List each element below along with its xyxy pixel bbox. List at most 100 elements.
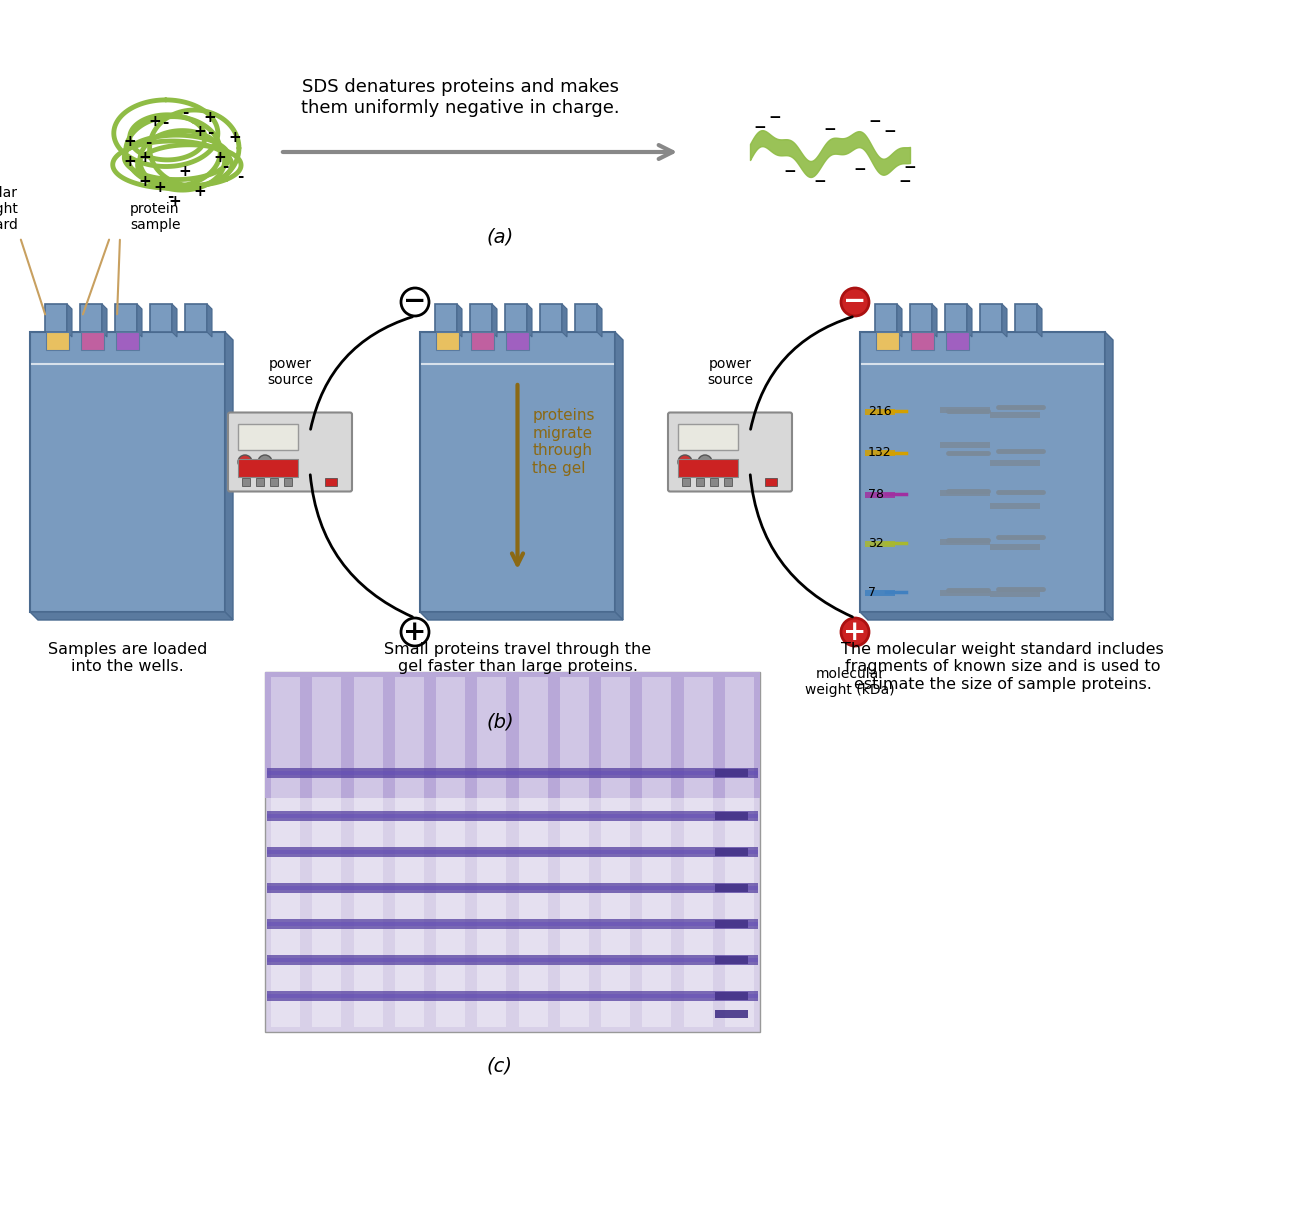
- Bar: [696, 478, 705, 485]
- Bar: [238, 460, 298, 477]
- Text: +: +: [139, 149, 151, 165]
- Polygon shape: [1037, 304, 1043, 338]
- Text: +: +: [229, 129, 242, 144]
- Bar: [395, 678, 424, 1027]
- Bar: [266, 991, 758, 1000]
- Bar: [266, 919, 758, 929]
- Bar: [46, 304, 68, 331]
- Text: +: +: [169, 195, 182, 209]
- Circle shape: [841, 288, 868, 315]
- Text: −: −: [903, 159, 916, 175]
- Text: 7: 7: [868, 586, 876, 599]
- Text: -: -: [237, 170, 243, 185]
- Bar: [471, 304, 491, 331]
- Bar: [991, 460, 1040, 466]
- Bar: [642, 678, 671, 1027]
- Bar: [266, 883, 758, 893]
- Text: −: −: [814, 175, 827, 190]
- Bar: [266, 850, 758, 854]
- Polygon shape: [136, 304, 142, 338]
- Bar: [945, 304, 967, 331]
- Bar: [575, 304, 597, 331]
- Text: (a): (a): [486, 228, 514, 246]
- Bar: [864, 409, 894, 415]
- Bar: [910, 304, 932, 331]
- Bar: [436, 304, 458, 331]
- Bar: [560, 678, 589, 1027]
- Text: Samples are loaded
into the wells.: Samples are loaded into the wells.: [48, 642, 207, 674]
- Bar: [266, 922, 758, 926]
- Bar: [283, 478, 292, 485]
- Bar: [684, 678, 712, 1027]
- Bar: [266, 886, 758, 890]
- Bar: [519, 678, 547, 1027]
- Text: 32: 32: [868, 537, 884, 549]
- Text: -: -: [144, 134, 151, 149]
- Bar: [991, 503, 1040, 509]
- Bar: [437, 678, 465, 1027]
- Bar: [940, 407, 991, 413]
- Text: +: +: [194, 124, 207, 139]
- Text: -: -: [166, 190, 173, 205]
- Text: 78: 78: [868, 488, 884, 501]
- Text: Small proteins travel through the
gel faster than large proteins.: Small proteins travel through the gel fa…: [384, 642, 651, 674]
- Bar: [911, 331, 933, 350]
- Text: +: +: [148, 115, 161, 129]
- Bar: [265, 671, 760, 798]
- Bar: [715, 1010, 748, 1018]
- Text: 132: 132: [868, 446, 892, 460]
- Text: proteins
migrate
through
the gel: proteins migrate through the gel: [533, 408, 595, 476]
- Bar: [764, 478, 777, 485]
- Polygon shape: [207, 304, 212, 338]
- Text: +: +: [844, 618, 867, 646]
- Bar: [940, 540, 991, 545]
- Text: -: -: [207, 124, 213, 139]
- Bar: [312, 678, 342, 1027]
- Bar: [266, 958, 758, 962]
- Bar: [876, 331, 900, 350]
- Polygon shape: [597, 304, 602, 338]
- Bar: [940, 490, 991, 496]
- Text: -: -: [161, 115, 168, 129]
- Bar: [30, 331, 225, 612]
- Bar: [980, 304, 1002, 331]
- Bar: [991, 545, 1040, 549]
- Bar: [991, 411, 1040, 418]
- Text: (b): (b): [486, 712, 514, 731]
- Circle shape: [698, 455, 712, 469]
- Bar: [256, 478, 264, 485]
- Bar: [724, 478, 732, 485]
- Text: +: +: [153, 180, 166, 195]
- Text: −: −: [854, 163, 866, 177]
- Polygon shape: [101, 304, 107, 338]
- Text: −: −: [754, 120, 767, 134]
- Bar: [715, 956, 748, 963]
- Bar: [46, 331, 69, 350]
- Bar: [504, 304, 526, 331]
- Bar: [940, 590, 991, 596]
- Text: +: +: [124, 154, 136, 170]
- Text: −: −: [784, 165, 797, 180]
- Text: (c): (c): [488, 1057, 514, 1076]
- Bar: [725, 678, 754, 1027]
- Text: +: +: [403, 618, 426, 646]
- Bar: [506, 331, 529, 350]
- Text: −: −: [768, 110, 781, 124]
- Text: -: -: [182, 105, 188, 120]
- Bar: [185, 304, 207, 331]
- Text: +: +: [204, 110, 216, 124]
- Polygon shape: [615, 331, 623, 620]
- Bar: [266, 994, 758, 998]
- Bar: [864, 590, 894, 596]
- Bar: [266, 768, 758, 777]
- Bar: [266, 811, 758, 821]
- Bar: [266, 848, 758, 857]
- Text: −: −: [824, 122, 836, 138]
- Bar: [864, 541, 894, 547]
- FancyBboxPatch shape: [227, 413, 352, 492]
- Bar: [715, 920, 748, 928]
- Circle shape: [400, 618, 429, 646]
- Circle shape: [841, 618, 868, 646]
- Polygon shape: [30, 612, 233, 620]
- Text: power
source: power source: [707, 357, 753, 387]
